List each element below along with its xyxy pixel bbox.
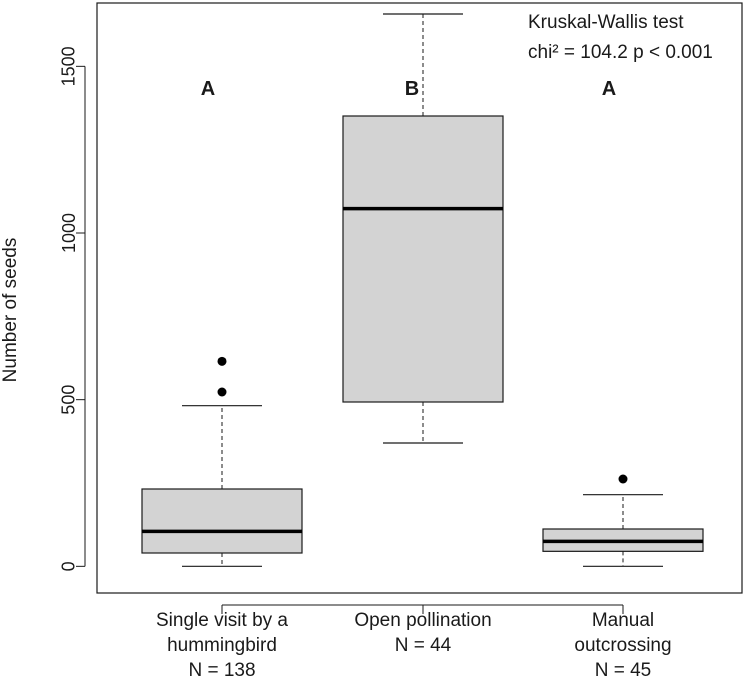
x-category-label: N = 138 [188, 660, 255, 681]
boxes [141, 13, 704, 567]
y-tick-label-0: 0 [59, 561, 79, 571]
x-category-label: outcrossing [574, 635, 671, 656]
test-statistic: chi² = 104.2 p < 0.001 [528, 42, 713, 63]
x-category-label: N = 44 [395, 635, 452, 656]
test-annotation: Kruskal-Wallis test chi² = 104.2 p < 0.0… [528, 12, 713, 63]
y-tick-label-1000: 1000 [59, 213, 79, 253]
significance-letter-2: A [602, 78, 616, 100]
outlier-point [618, 474, 628, 484]
outlier-point [217, 387, 227, 397]
outlier-point [217, 356, 227, 366]
significance-letter-1: B [405, 78, 419, 100]
x-axis: Single visit by a hummingbird N = 138 Open … [156, 604, 672, 681]
x-category-label: Open pollination [354, 610, 491, 631]
iqr-box [141, 488, 303, 554]
iqr-box [342, 115, 504, 403]
significance-letter-0: A [201, 78, 215, 100]
plot-frame [96, 2, 743, 594]
x-category-label: Manual [592, 610, 654, 631]
box-group-2 [542, 474, 704, 567]
test-name: Kruskal-Wallis test [528, 12, 684, 33]
y-tick-label-1500: 1500 [59, 46, 79, 86]
box-group-0 [141, 356, 303, 567]
x-category-label: Single visit by a [156, 610, 288, 631]
y-axis-title: Number of seeds [0, 238, 21, 383]
x-category-label: hummingbird [167, 635, 277, 656]
y-tick-label-500: 500 [59, 385, 79, 415]
y-axis: 0 500 1000 1500 [59, 46, 86, 571]
box-group-1 [342, 13, 504, 444]
x-category-label: N = 45 [595, 660, 652, 681]
